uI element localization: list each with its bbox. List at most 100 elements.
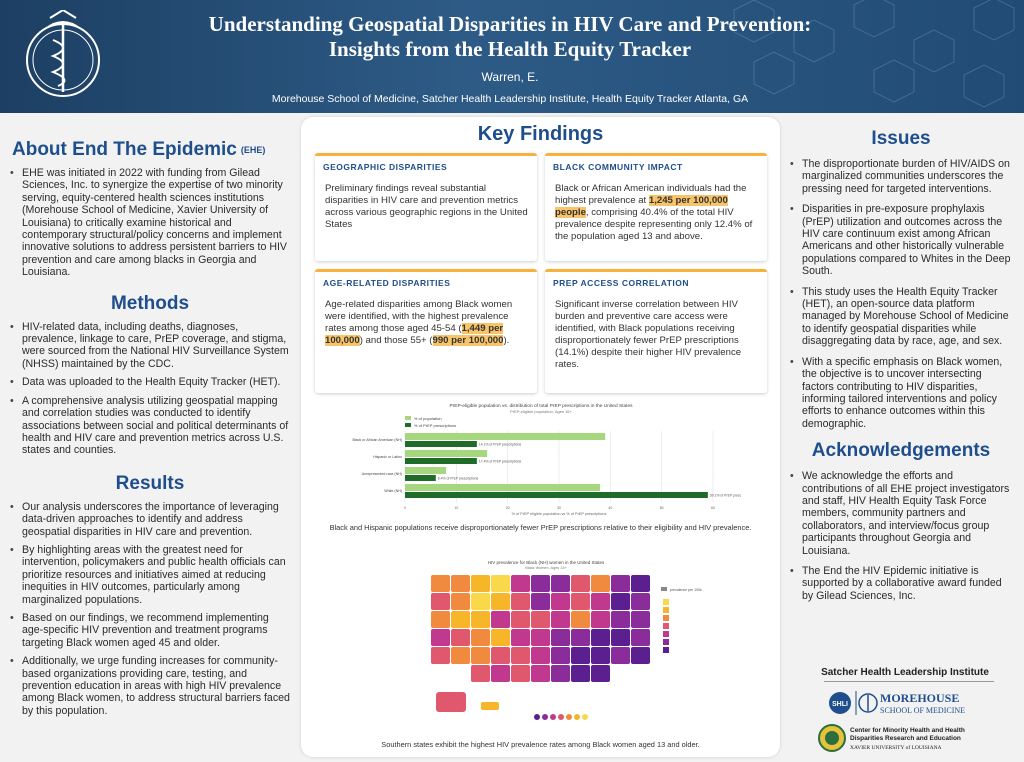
list-item: Based on our findings, we recommend impl… (8, 612, 292, 649)
tick-label: 50 (660, 506, 664, 510)
state-region (551, 593, 570, 610)
state-region (551, 647, 570, 664)
tick-label: 40 (608, 506, 612, 510)
list-item: The End the HIV Epidemic initiative is s… (788, 565, 1014, 602)
legend-swatch (663, 631, 669, 637)
state-region (551, 665, 570, 682)
state-region (531, 647, 550, 664)
caduceus-seal-icon (26, 10, 100, 97)
state-region (511, 629, 530, 646)
state-region (551, 611, 570, 628)
card-heading: AGE-RELATED DISPARITIES (323, 278, 451, 288)
legend-swatch (663, 615, 669, 621)
state-region (431, 575, 450, 592)
state-region (571, 575, 590, 592)
state-region (551, 629, 570, 646)
legend-label: % of PrEP prescriptions (414, 423, 456, 428)
msm-line-2: SCHOOL OF MEDICINE (880, 706, 965, 715)
state-region (591, 629, 610, 646)
list-item: Our analysis underscores the importance … (8, 501, 292, 538)
state-region (611, 575, 630, 592)
tick-label: 60 (711, 506, 715, 510)
list-item: We acknowledge the efforts and contribut… (788, 470, 1014, 557)
state-region (591, 593, 610, 610)
title-line-1: Understanding Geospatial Disparities in … (208, 12, 812, 36)
legend-dot (566, 714, 572, 720)
methods-list: HIV-related data, including deaths, diag… (8, 321, 292, 457)
state-region (571, 629, 590, 646)
bar-eligible (405, 433, 606, 440)
prep-access-correlation-card: PREP ACCESS CORRELATION Significant inve… (545, 269, 767, 393)
state-region (471, 647, 490, 664)
state-region (471, 575, 490, 592)
x-axis-label: % of PrEP eligible population vs % of Pr… (512, 512, 607, 516)
author: Warren, E. (481, 70, 539, 84)
state-region (431, 647, 450, 664)
state-region (451, 611, 470, 628)
title-line-2: Insights from the Health Equity Tracker (328, 37, 692, 61)
card-heading: PREP ACCESS CORRELATION (553, 278, 690, 288)
bar-label: 59.1% of PrEP prescriptions (710, 494, 741, 498)
state-region (471, 593, 490, 610)
card-text: Black or African American individuals ha… (545, 172, 767, 249)
xavier-logo: Center for Minority Health and Health Di… (818, 724, 965, 752)
us-prevalence-map: HIV prevalence for Black (NH) women in t… (431, 560, 702, 720)
state-region (551, 575, 570, 592)
key-findings-panel: Key Findings GEOGRAPHIC DISPARITIES Prel… (301, 117, 780, 757)
left-column: About End The Epidemic(EHE) EHE was init… (8, 125, 292, 717)
state-region (571, 611, 590, 628)
state-region (631, 629, 650, 646)
results-heading: Results (115, 472, 185, 494)
bar-prescriptions (405, 458, 477, 464)
bar-prescriptions (405, 441, 477, 447)
state-region (451, 647, 470, 664)
tick-label: 20 (506, 506, 510, 510)
bar-label: 17.4% of PrEP prescriptions (479, 460, 522, 464)
state-region (491, 665, 510, 682)
msm-line-1: MOREHOUSE (880, 691, 959, 705)
right-column: Issues The disproportionate burden of HI… (788, 128, 1014, 602)
affiliation: Morehouse School of Medicine, Satcher He… (271, 93, 749, 105)
legend-swatch (663, 607, 669, 613)
legend-dot (574, 714, 580, 720)
state-region (491, 647, 510, 664)
state-region (611, 647, 630, 664)
state-region (431, 629, 450, 646)
tick-label: 30 (557, 506, 561, 510)
card-heading: GEOGRAPHIC DISPARITIES (323, 162, 448, 172)
issues-heading: Issues (871, 128, 931, 149)
bar-eligible (405, 484, 601, 491)
legend-swatch (661, 587, 667, 591)
legend-swatch (663, 599, 669, 605)
state-region (451, 575, 470, 592)
state-region (631, 575, 650, 592)
state-region (531, 575, 550, 592)
legend-dot (534, 714, 540, 720)
category-label: Unrepresented race (NH) (362, 472, 402, 476)
bar-eligible (405, 467, 447, 474)
card-heading: BLACK COMMUNITY IMPACT (553, 162, 683, 172)
legend-dot (582, 714, 588, 720)
bar-chart-caption: Black and Hispanic populations receive d… (329, 523, 752, 532)
list-item: This study uses the Health Equity Tracke… (788, 286, 1014, 348)
shli-badge-text: SHLI (832, 701, 848, 708)
bar-eligible (405, 450, 488, 457)
morehouse-logo: SHLI MOREHOUSE SCHOOL OF MEDICINE (829, 691, 965, 715)
state-region (511, 611, 530, 628)
legend-label: % of population (414, 416, 442, 421)
state-region (531, 611, 550, 628)
state-region (431, 611, 450, 628)
state-hawaii (481, 702, 499, 710)
state-region (591, 575, 610, 592)
card-text-part: Age-related disparities among Black wome… (325, 299, 513, 334)
state-region (511, 593, 530, 610)
poster-title: Understanding Geospatial Disparities in … (150, 12, 870, 62)
list-item: The disproportionate burden of HIV/AIDS … (788, 158, 1014, 195)
shli-name: Satcher Health Leadership Institute (821, 667, 989, 678)
sponsor-logos: Satcher Health Leadership Institute SHLI… (810, 667, 1000, 757)
state-region (471, 629, 490, 646)
card-text: Preliminary findings reveal substantial … (325, 183, 528, 230)
card-text-part: , comprising 40.4% of the total HIV prev… (555, 207, 753, 242)
legend-dot (558, 714, 564, 720)
